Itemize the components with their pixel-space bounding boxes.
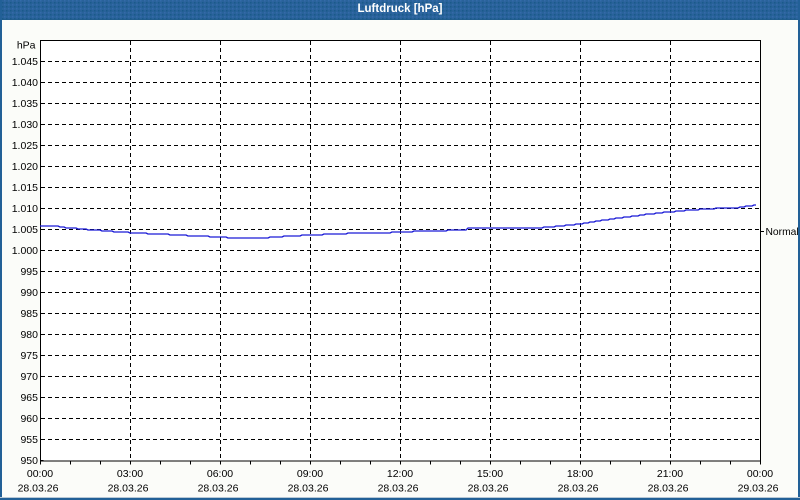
svg-text:28.03.26: 28.03.26 <box>648 482 689 494</box>
svg-text:28.03.26: 28.03.26 <box>378 482 419 494</box>
svg-text:1.000: 1.000 <box>12 245 38 257</box>
svg-text:28.03.26: 28.03.26 <box>288 482 329 494</box>
svg-text:03:00: 03:00 <box>117 468 143 480</box>
svg-text:955: 955 <box>20 434 38 446</box>
svg-text:1.020: 1.020 <box>12 161 38 173</box>
svg-text:00:00: 00:00 <box>27 468 53 480</box>
svg-text:28.03.26: 28.03.26 <box>468 482 509 494</box>
svg-text:1.010: 1.010 <box>12 203 38 215</box>
svg-text:28.03.26: 28.03.26 <box>558 482 599 494</box>
svg-text:965: 965 <box>20 392 38 404</box>
svg-text:28.03.26: 28.03.26 <box>198 482 239 494</box>
svg-text:970: 970 <box>20 371 38 383</box>
svg-text:12:00: 12:00 <box>387 468 413 480</box>
svg-text:28.03.26: 28.03.26 <box>108 482 149 494</box>
svg-text:06:00: 06:00 <box>207 468 233 480</box>
svg-text:1.015: 1.015 <box>12 182 38 194</box>
svg-text:990: 990 <box>20 287 38 299</box>
svg-text:950: 950 <box>20 455 38 467</box>
svg-text:995: 995 <box>20 266 38 278</box>
svg-text:975: 975 <box>20 350 38 362</box>
svg-text:1.030: 1.030 <box>12 119 38 131</box>
svg-text:28.03.26: 28.03.26 <box>18 482 59 494</box>
svg-text:1.040: 1.040 <box>12 77 38 89</box>
svg-text:Normal: Normal <box>766 227 799 238</box>
svg-text:09:00: 09:00 <box>297 468 323 480</box>
svg-text:15:00: 15:00 <box>477 468 503 480</box>
svg-text:18:00: 18:00 <box>567 468 593 480</box>
svg-text:985: 985 <box>20 308 38 320</box>
svg-text:00:00: 00:00 <box>747 468 773 480</box>
svg-text:1.025: 1.025 <box>12 140 38 152</box>
svg-text:980: 980 <box>20 329 38 341</box>
svg-text:1.005: 1.005 <box>12 224 38 236</box>
svg-text:29.03.26: 29.03.26 <box>738 482 779 494</box>
svg-text:1.045: 1.045 <box>12 56 38 68</box>
svg-text:960: 960 <box>20 413 38 425</box>
svg-text:hPa: hPa <box>17 39 36 51</box>
svg-text:Luftdruck [hPa]: Luftdruck [hPa] <box>358 3 443 15</box>
svg-text:1.035: 1.035 <box>12 98 38 110</box>
svg-text:21:00: 21:00 <box>657 468 683 480</box>
